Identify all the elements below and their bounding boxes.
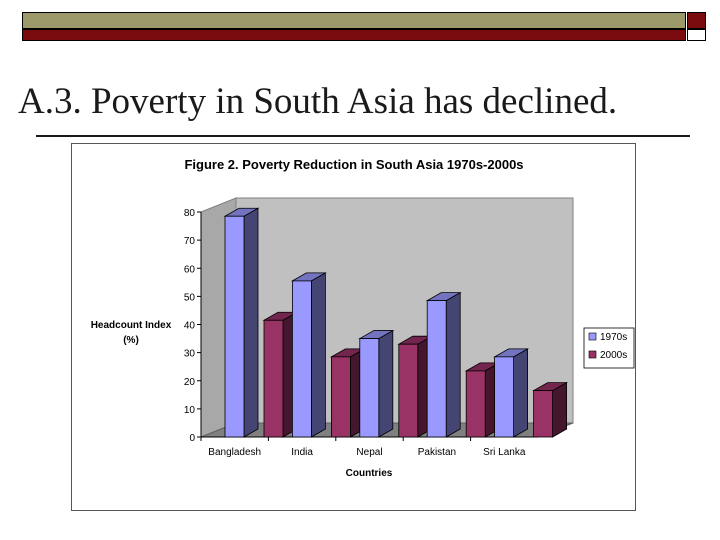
title-divider [36, 135, 690, 137]
bar-2000s-sri-lanka [532, 381, 569, 438]
y-axis-label-line2: (%) [123, 335, 139, 346]
y-tick-label: 80 [184, 208, 196, 219]
bar-1970s-pakistan [425, 291, 462, 438]
bar-front [494, 356, 515, 438]
header-olive-band [22, 12, 686, 29]
y-tick-label: 30 [184, 349, 196, 360]
bar-side [445, 291, 461, 438]
legend-label-2000s: 2000s [600, 350, 627, 361]
y-tick-label: 60 [184, 264, 196, 275]
slide-title: A.3. Poverty in South Asia has declined. [18, 81, 618, 122]
chart-title: Figure 2. Poverty Reduction in South Asi… [184, 157, 523, 172]
x-tick-label: Sri Lanka [483, 447, 526, 458]
legend-swatch-1970s [588, 332, 597, 341]
bar-front [224, 215, 245, 438]
bar-1970s-sri-lanka [493, 348, 530, 438]
legend: 1970s 2000s [583, 327, 635, 369]
bar-side [310, 272, 326, 438]
bar-side [378, 329, 394, 438]
header-corner-square-top [687, 12, 706, 29]
bar-side [243, 207, 259, 438]
bar-front [291, 280, 312, 438]
y-tick-label: 70 [184, 236, 196, 247]
bar-front [359, 338, 380, 438]
plot-area: 0 10 20 30 40 50 60 70 80 Bangladesh India Nepal Pak… [184, 197, 574, 458]
x-axis-label: Countries [346, 468, 393, 479]
y-axis-label-line1: Headcount Index [91, 320, 172, 331]
x-tick-label: India [291, 447, 313, 458]
bar-front [398, 343, 419, 438]
x-tick-label: Pakistan [418, 447, 456, 458]
bar-1970s-india [290, 272, 327, 438]
x-tick-label: Nepal [356, 447, 382, 458]
legend-swatch-2000s [588, 350, 597, 359]
bar-side [513, 348, 528, 438]
bar-1970s-nepal [358, 329, 395, 438]
bar-front [263, 319, 284, 438]
legend-label-1970s: 1970s [600, 332, 627, 343]
y-tick-label: 40 [184, 321, 196, 332]
bar-side [552, 381, 567, 438]
bar-front [533, 390, 553, 438]
bar-front [426, 300, 447, 438]
y-tick-label: 20 [184, 377, 196, 388]
bar-front [330, 356, 351, 438]
header-corner-square-bottom [687, 29, 706, 41]
y-tick-label: 0 [189, 433, 195, 444]
y-tick-label: 50 [184, 292, 196, 303]
bar-1970s-bangladesh [223, 207, 260, 438]
x-tick-label: Bangladesh [208, 447, 261, 458]
y-tick-label: 10 [184, 405, 196, 416]
bar-front [465, 370, 486, 438]
header-maroon-band [22, 29, 686, 41]
